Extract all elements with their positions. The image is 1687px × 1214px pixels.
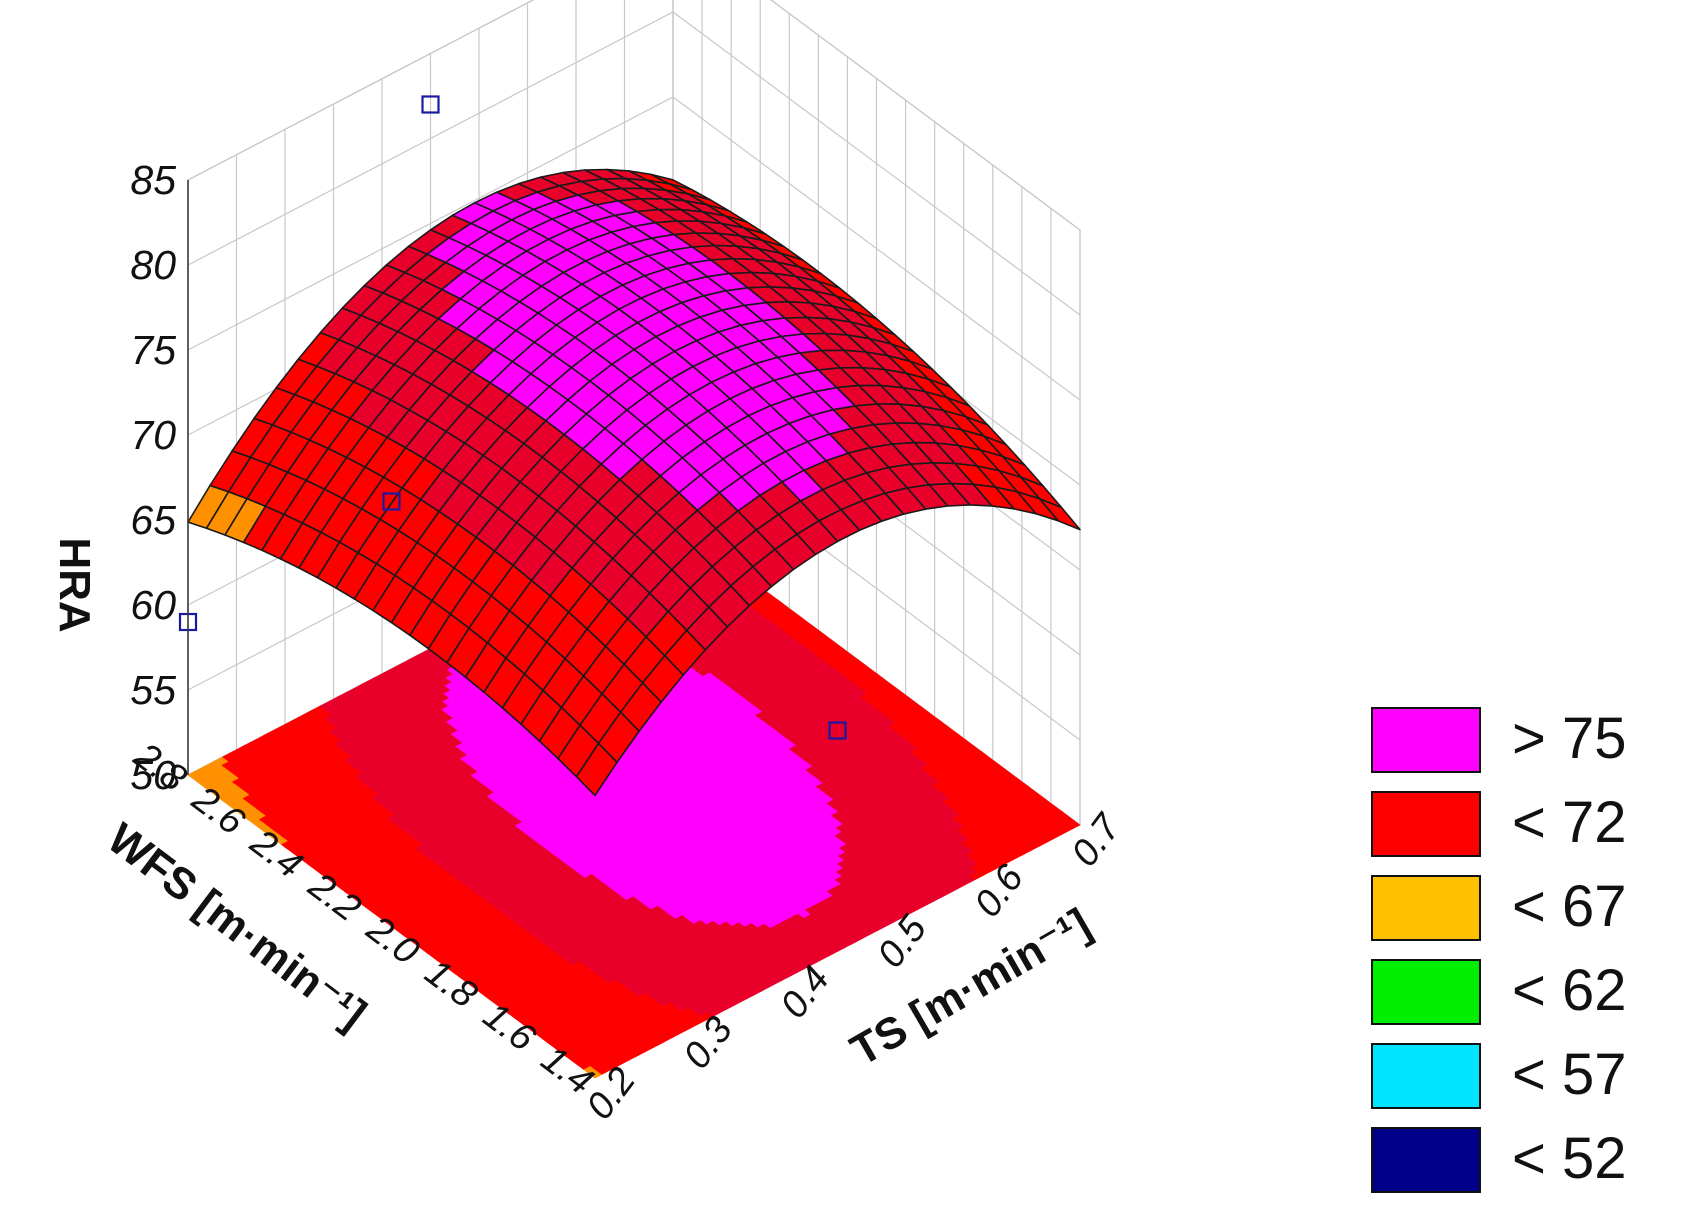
grid-line-z	[187, 0, 1081, 231]
contour-floor	[187, 521, 1081, 1079]
